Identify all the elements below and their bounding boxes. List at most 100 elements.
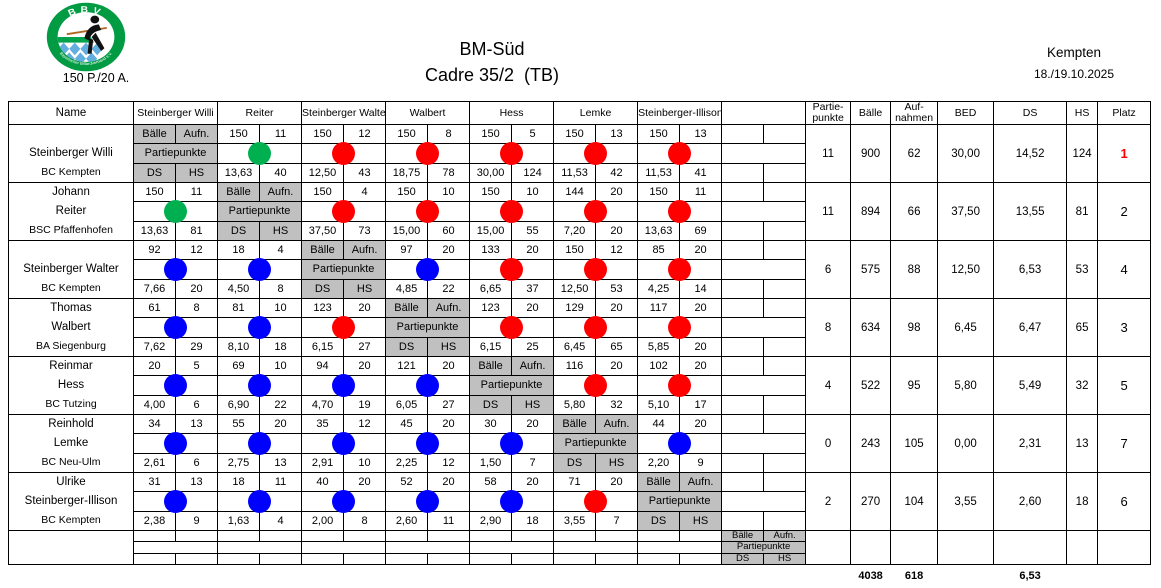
innings-cell: 20 [512,415,554,434]
matchpoints-cell [470,434,554,453]
player-club: BC Kempten [9,511,133,530]
matchpoints-cell [554,318,638,337]
hs-cell: 124 [512,163,554,182]
hs-cell [344,553,386,564]
ds-cell: 12,50 [554,279,596,298]
summary-hs: 124 [1067,125,1098,183]
diagonal-label-matchpoints: Partiepunkte [134,144,218,163]
summary-ds: 6,47 [994,299,1067,357]
balls-cell: 116 [554,357,596,376]
matchpoints-cell [470,492,554,511]
matchpoints-cell [302,542,386,553]
matchpoints-cell [638,202,722,221]
summary-aufnahmen: 105 [891,415,938,473]
matchpoints-cell [386,260,470,279]
totals-bed [938,565,994,588]
balls-cell [386,531,428,542]
balls-cell [722,473,764,492]
summary-platz: 1 [1098,125,1151,183]
result-dot-loss [164,432,187,455]
summary-aufnahmen [891,531,938,565]
ds-cell: 13,63 [638,221,680,240]
totals-partiepunkte [806,565,851,588]
balls-cell: 102 [638,357,680,376]
matchpoints-cell [722,434,806,453]
matchpoints-cell [638,260,722,279]
hs-cell: 42 [596,163,638,182]
title-block: BM-Süd Cadre 35/2 (TB) [425,36,559,88]
ds-cell [722,163,764,182]
diagonal-label-matchpoints: Partiepunkte [638,492,722,511]
matchpoints-cell [386,542,470,553]
balls-cell: 150 [386,183,428,202]
ds-cell: 15,00 [470,221,512,240]
innings-cell: 20 [596,299,638,318]
innings-cell: 11 [260,125,302,144]
balls-cell: 121 [386,357,428,376]
ds-cell: 5,10 [638,395,680,414]
result-dot-loss [248,316,271,339]
col-header-summary: HS [1067,102,1098,125]
col-header-summary: BED [938,102,994,125]
page-title: BM-Süd [425,36,559,62]
hs-cell: 6 [176,453,218,472]
ds-cell: 4,25 [638,279,680,298]
diagonal-label-innings: Aufn. [428,299,470,318]
player-club: BC Kempten [9,279,133,298]
ds-cell [554,553,596,564]
balls-cell: 35 [302,415,344,434]
player-firstname: Johann [9,183,133,202]
innings-cell: 13 [596,125,638,144]
balls-cell: 150 [302,183,344,202]
balls-cell: 150 [638,125,680,144]
diagonal-label-matchpoints: Partiepunkte [470,376,554,395]
player-club: BA Siegenburg [9,337,133,356]
matchpoints-cell [638,318,722,337]
summary-ds: 14,52 [994,125,1067,183]
ds-cell: 4,50 [218,279,260,298]
matchpoints-cell [302,202,386,221]
hs-cell: 22 [260,395,302,414]
balls-cell: 150 [554,125,596,144]
summary-partiepunkte: 0 [806,415,851,473]
innings-cell: 10 [512,183,554,202]
hs-cell: 29 [176,337,218,356]
ds-cell: 6,90 [218,395,260,414]
balls-cell [638,531,680,542]
ds-cell: 12,50 [302,163,344,182]
hs-cell: 55 [512,221,554,240]
diagonal-label-innings: Aufn. [512,357,554,376]
summary-aufnahmen: 88 [891,241,938,299]
matchpoints-cell [638,434,722,453]
innings-cell [260,531,302,542]
hs-cell: 43 [344,163,386,182]
result-dot-draw [248,142,271,165]
ds-cell: 2,38 [134,511,176,530]
balls-cell: 94 [302,357,344,376]
matchpoints-cell [218,318,302,337]
matchpoints-cell [134,376,218,395]
balls-cell: 71 [554,473,596,492]
matchpoints-cell [218,434,302,453]
player-lastname [9,542,133,553]
summary-platz: 3 [1098,299,1151,357]
diagonal-label-hs: HS [512,395,554,414]
summary-platz: 6 [1098,473,1151,531]
result-dot-win [584,258,607,281]
innings-cell [764,125,806,144]
ds-cell: 2,61 [134,453,176,472]
matchpoints-cell [470,318,554,337]
ds-cell [722,279,764,298]
hs-cell [764,279,806,298]
col-header-summary: Platz [1098,102,1151,125]
balls-cell: 150 [554,241,596,260]
player-firstname [9,531,133,542]
totals-aufnahmen: 618 [891,565,938,588]
hs-cell: 11 [428,511,470,530]
result-dot-win [584,374,607,397]
balls-cell: 34 [134,415,176,434]
matchpoints-cell [470,144,554,163]
summary-bed [938,531,994,565]
balls-cell: 133 [470,241,512,260]
